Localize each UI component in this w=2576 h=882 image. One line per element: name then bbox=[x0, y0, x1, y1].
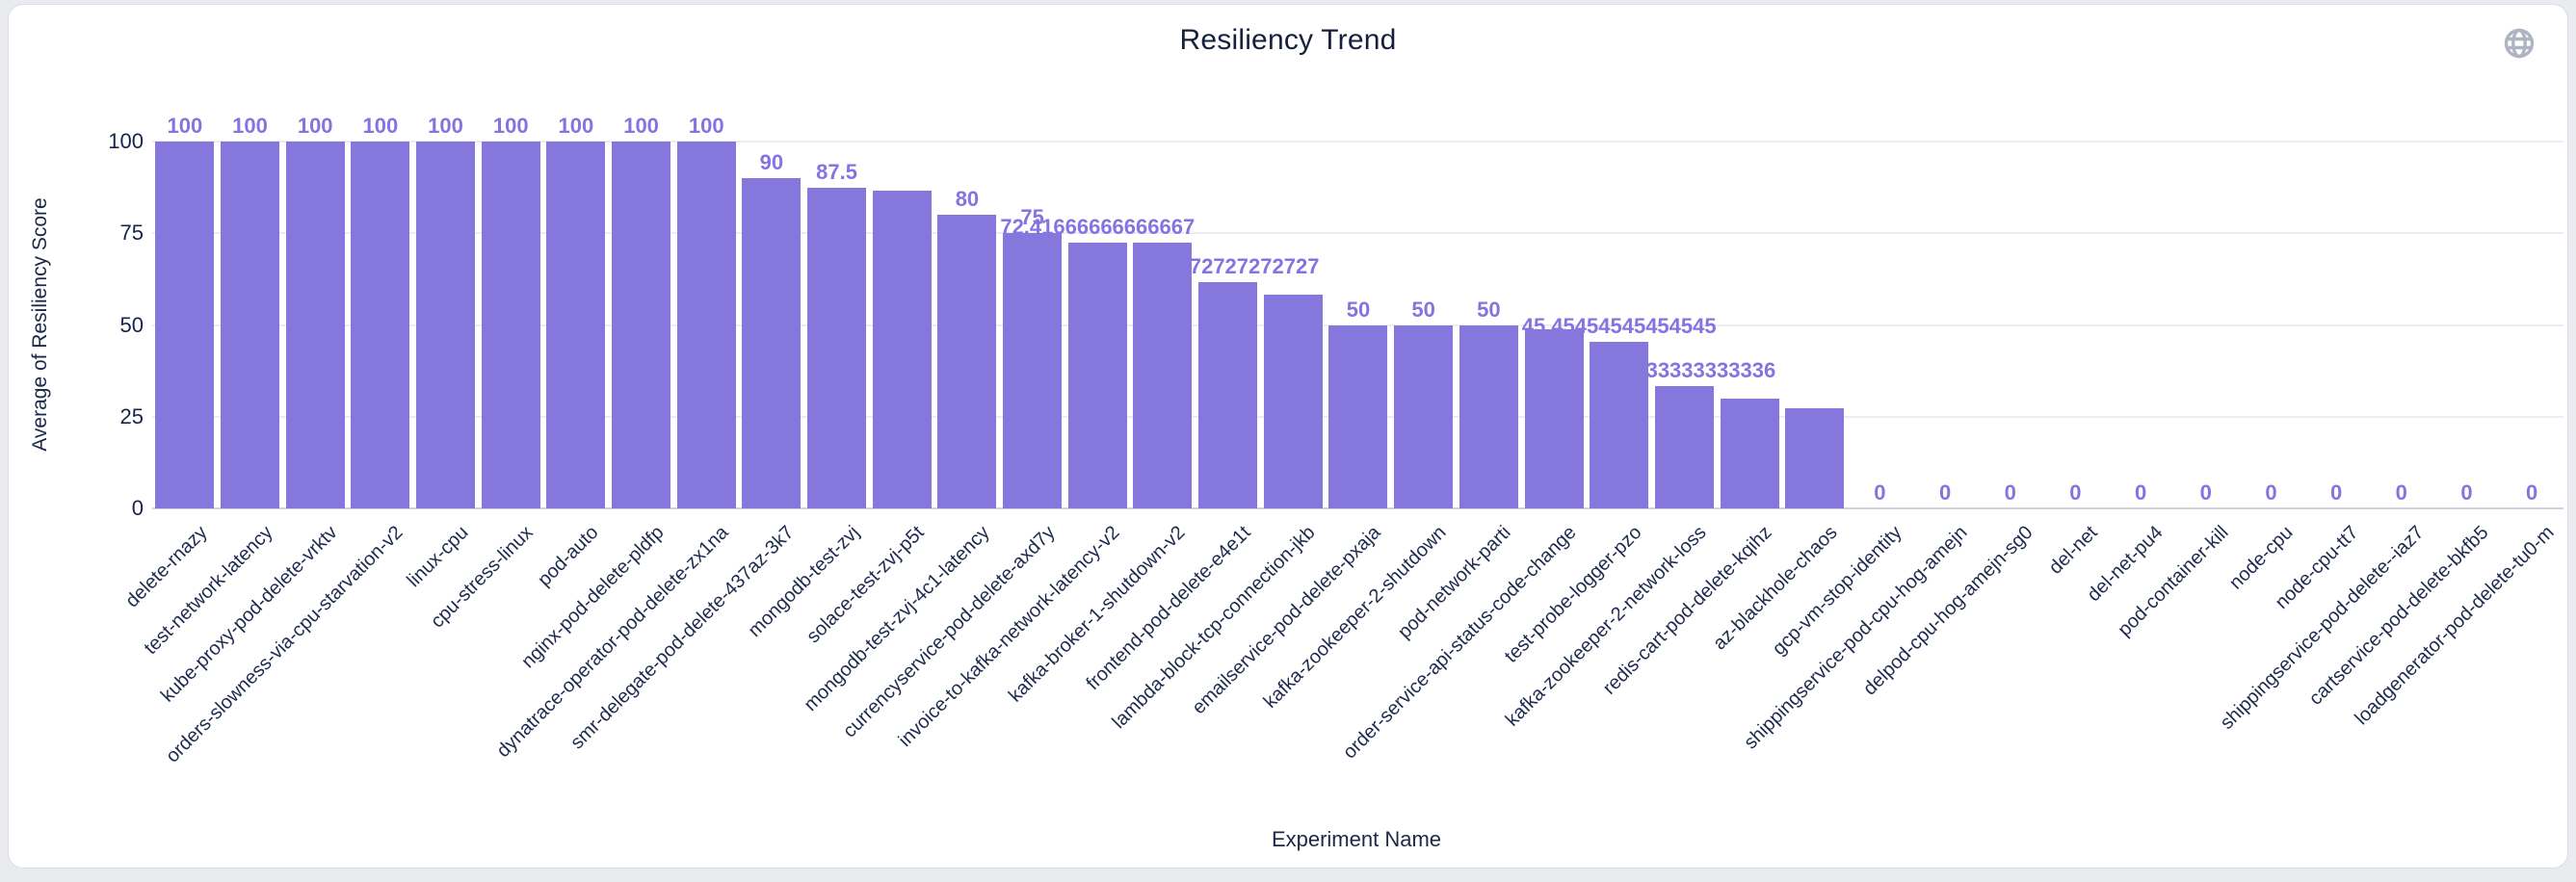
bar-value-label: 100 bbox=[297, 114, 333, 139]
bar[interactable] bbox=[221, 142, 279, 508]
bar-value-label: 0 bbox=[2004, 480, 2016, 505]
bar-value-label: 100 bbox=[492, 114, 529, 139]
bar[interactable] bbox=[937, 215, 997, 508]
bar-value-label: 0 bbox=[2526, 480, 2538, 505]
x-axis-line bbox=[152, 507, 2563, 509]
bar[interactable] bbox=[1524, 329, 1584, 508]
bar[interactable] bbox=[1133, 243, 1193, 508]
bar-value-label: 90 bbox=[759, 150, 784, 175]
bar[interactable] bbox=[1654, 386, 1714, 508]
bar-value-label: 0 bbox=[1938, 480, 1952, 505]
bar[interactable] bbox=[676, 142, 736, 508]
bar[interactable] bbox=[155, 142, 215, 508]
bar[interactable] bbox=[1198, 281, 1258, 508]
bar[interactable] bbox=[351, 142, 410, 508]
bar[interactable] bbox=[546, 142, 606, 508]
bar[interactable] bbox=[872, 190, 932, 508]
bar[interactable] bbox=[481, 142, 540, 508]
bar-value-label: 100 bbox=[623, 114, 659, 139]
bar[interactable] bbox=[1394, 324, 1454, 508]
globe-icon[interactable] bbox=[2502, 26, 2537, 61]
y-tick-label: 25 bbox=[119, 403, 144, 428]
plot-area: Average of Resiliency Score Experiment N… bbox=[9, 5, 2567, 868]
gridline bbox=[152, 232, 2563, 235]
bar-value-label: 0 bbox=[2199, 480, 2212, 505]
y-tick-label: 100 bbox=[108, 129, 144, 154]
bar-value-label: 0 bbox=[2395, 480, 2407, 505]
bar[interactable] bbox=[1003, 233, 1063, 508]
bar-value-label: 50 bbox=[1477, 297, 1501, 322]
chart-card: Resiliency Trend Average of Resiliency S… bbox=[8, 4, 2568, 869]
bar-value-label: 50 bbox=[1346, 297, 1371, 322]
bar-value-label: 87.5 bbox=[816, 159, 857, 184]
bar-value-label: 100 bbox=[558, 114, 594, 139]
y-tick-label: 75 bbox=[119, 220, 144, 246]
bar-value-label: 100 bbox=[428, 114, 463, 139]
y-tick-label: 0 bbox=[131, 496, 144, 520]
bar[interactable] bbox=[1590, 341, 1649, 508]
bar-value-label: 0 bbox=[2069, 480, 2082, 505]
bar-value-label: 75 bbox=[1020, 205, 1044, 230]
bar[interactable] bbox=[1263, 294, 1323, 508]
bar[interactable] bbox=[742, 178, 802, 508]
bar[interactable] bbox=[1459, 324, 1518, 508]
bar-value-label: 80 bbox=[955, 187, 980, 212]
bar[interactable] bbox=[1328, 324, 1388, 508]
bar-value-label: 100 bbox=[688, 114, 724, 139]
bar-value-label: 0 bbox=[2460, 480, 2473, 505]
bar-value-label: 100 bbox=[167, 114, 203, 139]
bar-value-label: 0 bbox=[2265, 480, 2277, 505]
bar[interactable] bbox=[1067, 243, 1127, 508]
bar-value-label: 0 bbox=[2329, 480, 2343, 505]
bar[interactable] bbox=[1785, 408, 1845, 508]
bar-value-label: 0 bbox=[1874, 480, 1886, 505]
bar[interactable] bbox=[1720, 398, 1779, 508]
bar-value-label: 100 bbox=[232, 114, 268, 139]
bar-value-label: 50 bbox=[1411, 297, 1435, 322]
gridline bbox=[152, 141, 2563, 143]
bar[interactable] bbox=[285, 142, 345, 508]
bar[interactable] bbox=[807, 187, 867, 508]
chart-title: Resiliency Trend bbox=[1179, 24, 1397, 56]
y-tick-label: 50 bbox=[119, 312, 144, 337]
x-axis-title: Experiment Name bbox=[1271, 827, 1442, 851]
bar[interactable] bbox=[612, 142, 671, 508]
bar-value-label: 100 bbox=[362, 114, 399, 139]
bar-value-label: 0 bbox=[2134, 480, 2147, 505]
bar[interactable] bbox=[416, 142, 476, 508]
